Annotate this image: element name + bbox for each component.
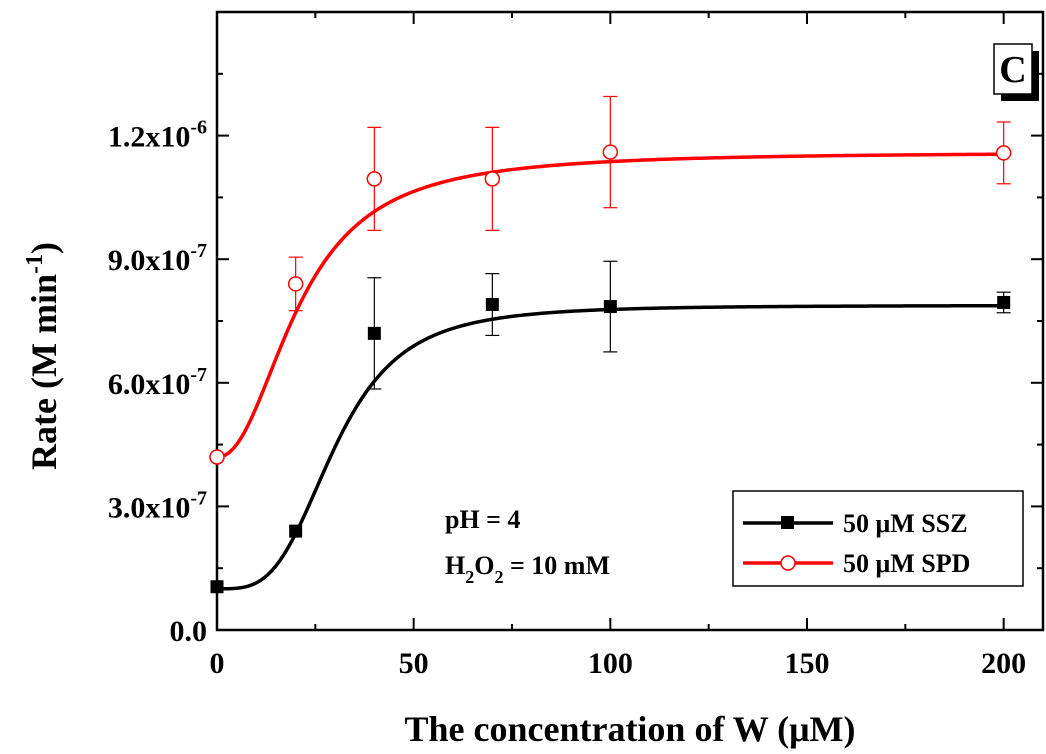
x-tick-label: 200 xyxy=(981,647,1026,680)
legend: 50 μM SSZ 50 μM SPD xyxy=(732,490,1024,587)
panel-label-box xyxy=(993,43,1033,95)
data-point-circle xyxy=(995,145,1012,161)
x-tick-label: 100 xyxy=(588,647,633,680)
data-markers xyxy=(209,144,1012,594)
data-point-circle xyxy=(209,449,225,465)
data-point-square xyxy=(997,295,1011,309)
data-point-circle xyxy=(287,276,304,292)
y-tick-label: 6.0x10-7 xyxy=(108,364,207,401)
data-point-circle xyxy=(366,171,383,187)
legend-label-spd: 50 μM SPD xyxy=(843,549,970,578)
annotation-h2o2: H2O2 = 10 mM xyxy=(445,551,610,587)
y-axis-title: Rate (M min-1) xyxy=(22,242,64,470)
x-tick-label: 0 xyxy=(210,647,225,680)
data-point-square xyxy=(210,580,224,594)
data-point-circle xyxy=(602,144,619,160)
panel-label: C xyxy=(999,49,1026,91)
data-point-square xyxy=(289,524,303,538)
x-axis-title: The concentration of W (μM) xyxy=(404,709,855,749)
y-tick-label: 9.0x10-7 xyxy=(108,240,207,277)
error-bars xyxy=(288,95,1011,390)
legend-box xyxy=(732,490,1024,587)
data-point-square xyxy=(485,298,499,312)
x-axis-ticks: 0 50 100 150 200 xyxy=(210,12,1026,680)
annotation-ph: pH = 4 xyxy=(445,505,521,534)
legend-marker-ssz xyxy=(781,516,794,529)
x-tick-label: 50 xyxy=(399,647,429,680)
data-point-square xyxy=(603,300,617,314)
y-tick-label: 0.0 xyxy=(170,615,208,648)
x-tick-label: 150 xyxy=(785,647,830,680)
legend-label-ssz: 50 μM SSZ xyxy=(843,509,968,538)
legend-marker-spd xyxy=(780,555,796,571)
y-tick-label: 1.2x10-6 xyxy=(108,117,207,154)
data-point-square xyxy=(367,326,381,340)
y-axis-ticks: 0.0 3.0x10-7 6.0x10-7 9.0x10-7 1.2x10-6 xyxy=(108,72,1043,648)
data-point-circle xyxy=(484,171,501,187)
y-tick-label: 3.0x10-7 xyxy=(108,487,207,524)
